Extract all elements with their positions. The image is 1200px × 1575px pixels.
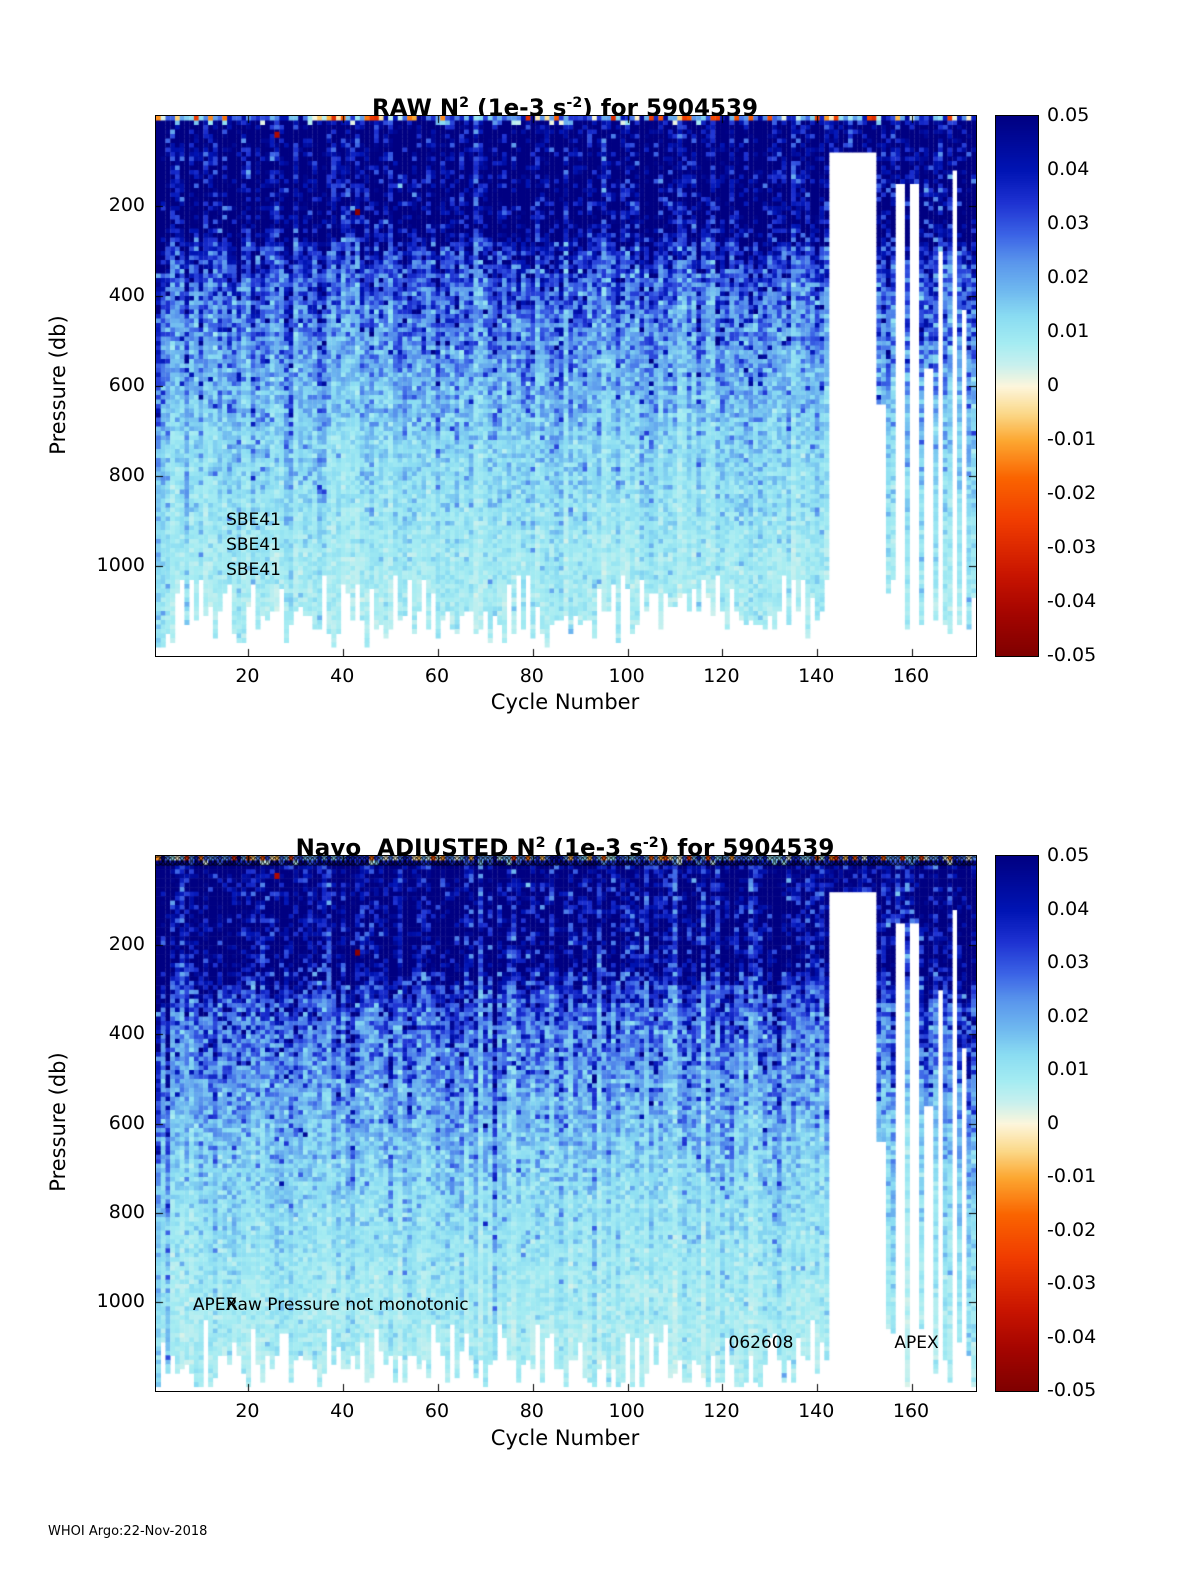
x-axis-label: Cycle Number bbox=[490, 690, 640, 714]
x-tick-label: 120 bbox=[703, 1400, 740, 1422]
x-tick-label: 20 bbox=[235, 665, 260, 687]
colorbar-tick-label: -0.01 bbox=[1047, 428, 1097, 450]
x-tick-label: 100 bbox=[608, 665, 645, 687]
x-tick-label: 20 bbox=[235, 1400, 260, 1422]
x-tick-label: 160 bbox=[892, 1400, 930, 1422]
title-sup: 2 bbox=[459, 95, 470, 112]
colorbar-tick-label: 0.01 bbox=[1047, 1058, 1090, 1080]
colorbar-tick-label: -0.04 bbox=[1047, 1325, 1097, 1348]
colorbar-tick-label: -0.02 bbox=[1047, 1218, 1097, 1241]
y-tick-label: 800 bbox=[108, 1200, 145, 1223]
colorbar-tick-label: -0.01 bbox=[1047, 1165, 1097, 1187]
credit-text: WHOI Argo:22-Nov-2018 bbox=[48, 1524, 208, 1539]
title-sup: -2 bbox=[642, 835, 659, 852]
colorbar-tick-label: 0.04 bbox=[1047, 158, 1090, 180]
colorbar-tick-label: -0.04 bbox=[1047, 590, 1097, 612]
y-tick-label: 800 bbox=[108, 464, 145, 486]
colorbar-tick-label: -0.05 bbox=[1047, 644, 1097, 666]
colorbar-tick-label: 0 bbox=[1047, 374, 1060, 396]
y-tick-label: 200 bbox=[108, 933, 145, 956]
colorbar-tick-label: 0.03 bbox=[1047, 212, 1090, 234]
x-tick-label: 120 bbox=[703, 665, 740, 687]
x-tick-label: 40 bbox=[330, 1400, 355, 1422]
colorbar-canvas-adjusted bbox=[995, 855, 1039, 1392]
x-tick-label: 100 bbox=[608, 1400, 645, 1422]
heatmap-canvas-raw bbox=[155, 115, 977, 657]
annotation-text: SBE41 bbox=[226, 534, 281, 555]
y-tick-label: 600 bbox=[108, 1111, 145, 1134]
x-tick-label: 80 bbox=[519, 665, 544, 687]
colorbar-tick-label: -0.03 bbox=[1047, 536, 1097, 558]
colorbar-tick-label: -0.05 bbox=[1047, 1379, 1097, 1401]
colorbar-tick-label: 0.01 bbox=[1047, 320, 1090, 342]
annotation-text: SBE41 bbox=[226, 510, 281, 530]
colorbar-tick-label: 0.04 bbox=[1047, 897, 1090, 920]
x-tick-label: 80 bbox=[519, 1400, 544, 1422]
colorbar-tick-label: 0.02 bbox=[1047, 1004, 1090, 1027]
x-tick-label: 40 bbox=[330, 665, 355, 687]
colorbar-tick-label: 0.05 bbox=[1047, 104, 1090, 126]
y-axis-label: Pressure (db) bbox=[46, 315, 70, 455]
y-axis-label: Pressure (db) bbox=[46, 1052, 70, 1192]
colorbar-tick-label: -0.03 bbox=[1047, 1272, 1097, 1294]
title-sup: -2 bbox=[566, 95, 583, 112]
y-tick-label: 1000 bbox=[96, 1289, 145, 1312]
colorbar-tick-label: 0.05 bbox=[1047, 844, 1090, 866]
title-sup: 2 bbox=[535, 835, 546, 852]
annotation-text: SBE41 bbox=[226, 559, 281, 580]
colorbar-tick-label: 0.03 bbox=[1047, 951, 1090, 973]
annotation-text: Raw Pressure not monotonic bbox=[226, 1295, 469, 1316]
y-tick-label: 1000 bbox=[96, 554, 145, 576]
colorbar-tick-label: 0.02 bbox=[1047, 266, 1090, 288]
colorbar-canvas-raw bbox=[995, 115, 1039, 657]
heatmap-canvas-adjusted bbox=[155, 855, 977, 1392]
x-tick-label: 60 bbox=[424, 665, 450, 687]
annotation-text: APEX bbox=[894, 1333, 939, 1354]
colorbar-tick-label: 0 bbox=[1047, 1111, 1060, 1134]
y-tick-label: 200 bbox=[108, 194, 145, 216]
annotation-text: 062608 bbox=[728, 1333, 794, 1354]
x-axis-label: Cycle Number bbox=[490, 1426, 640, 1450]
x-tick-label: 60 bbox=[424, 1400, 450, 1422]
x-tick-label: 140 bbox=[798, 1400, 835, 1422]
x-tick-label: 160 bbox=[892, 665, 930, 687]
x-tick-label: 140 bbox=[798, 665, 835, 687]
y-tick-label: 400 bbox=[108, 1022, 145, 1045]
colorbar-tick-label: -0.02 bbox=[1047, 482, 1097, 504]
annotation-text: APEX bbox=[192, 1295, 238, 1316]
y-tick-label: 600 bbox=[108, 374, 145, 396]
y-tick-label: 400 bbox=[108, 284, 145, 306]
